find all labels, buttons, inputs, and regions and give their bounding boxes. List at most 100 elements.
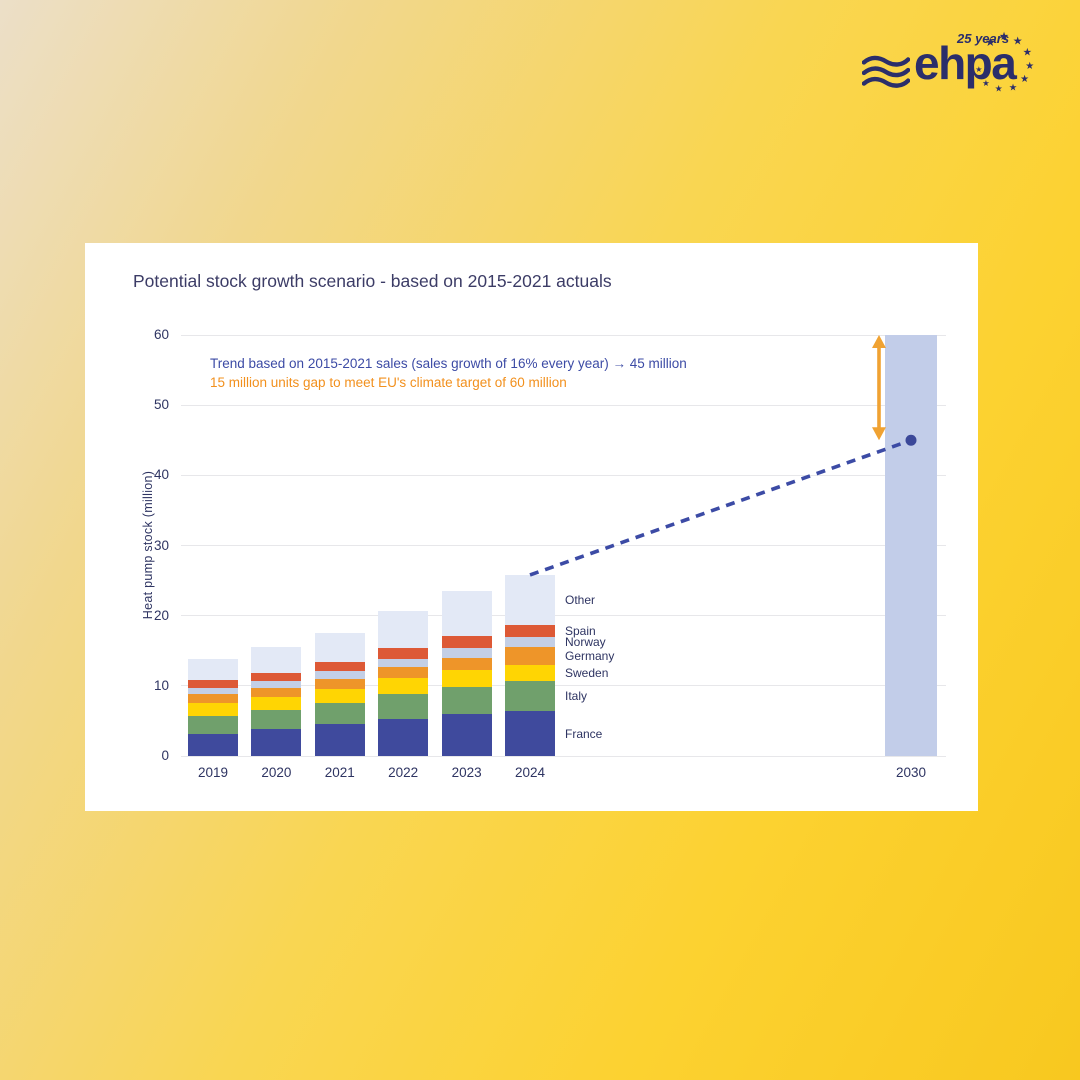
stacked-bar-2023 [441,591,492,756]
segment-other-2024 [505,575,555,625]
segment-france-2020 [251,729,302,756]
segment-germany-2021 [314,678,365,690]
segment-sweden-2021 [314,689,365,704]
segment-italy-2023 [441,686,492,714]
gap-arrow-head-up [872,335,886,348]
logo-brand-text: ehpa [914,37,1017,89]
segment-sweden-2020 [251,697,302,711]
segment-spain-2023 [441,636,492,648]
segment-france-2019 [188,733,238,756]
segment-spain-2021 [314,662,365,672]
y-tick-label-0: 0 [161,748,169,763]
segment-norway-2019 [188,687,238,695]
y-tick-label-30: 30 [153,537,169,553]
series-label-germany: Germany [565,649,615,663]
gridline-0 [181,755,946,757]
waves-icon [862,55,910,88]
trend-endpoint-dot [905,434,917,446]
annotation-block: Trend based on 2015-2021 sales (sales gr… [210,354,687,392]
segment-other-2021 [314,632,365,663]
segment-italy-2022 [378,693,429,719]
segment-france-2021 [314,724,365,756]
segment-italy-2020 [251,710,302,730]
stacked-bar-2024 [505,575,555,756]
logo-star: ★ [1022,46,1033,59]
logo-star: ★ [994,84,1003,94]
logo-stars: ★ ★ ★ ★ ★ ★ ★ ★ ★ ★ [975,32,1035,94]
chart-card: Potential stock growth scenario - based … [85,243,978,811]
x-axis-label-2023: 2023 [451,765,482,780]
segment-norway-2020 [251,680,302,688]
logo-star: ★ [1008,82,1018,93]
segment-norway-2021 [314,671,365,679]
segment-germany-2019 [188,694,238,704]
segment-spain-2019 [188,680,238,688]
segment-norway-2024 [505,637,555,648]
series-label-norway: Norway [565,635,606,650]
segment-other-2019 [188,659,238,681]
segment-sweden-2022 [378,678,429,694]
segment-italy-2024 [505,680,555,712]
trend-annotation-text: Trend based on 2015-2021 sales (sales gr… [210,356,687,371]
logo-star: ★ [982,77,990,88]
x-axis-label-2024: 2024 [514,765,546,780]
logo-anniversary-text: 25 years [957,31,1010,46]
gridline-20 [181,615,946,617]
segment-spain-2020 [251,672,302,681]
x-axis-label-2022: 2022 [388,765,419,780]
segment-other-2022 [378,610,429,648]
stacked-bar-2020 [251,647,302,756]
segment-other-2023 [441,591,492,637]
segment-germany-2022 [378,666,429,679]
segment-france-2022 [378,718,429,756]
segment-germany-2020 [251,687,302,698]
x-axis-label-2019: 2019 [197,765,229,780]
stacked-bar-2021 [314,632,365,756]
x-axis-label-2030: 2030 [895,765,927,780]
segment-other-2020 [251,647,302,673]
logo-star: ★ [1025,60,1035,72]
segment-spain-2022 [378,648,429,659]
series-label-france: France [565,726,603,741]
segment-france-2023 [441,713,492,756]
x-axis-label-2021: 2021 [324,765,355,780]
y-tick-label-60: 60 [153,327,169,342]
segment-sweden-2023 [441,670,492,687]
y-tick-label-50: 50 [153,397,169,413]
chart-title: Potential stock growth scenario - based … [133,271,612,291]
series-label-other: Other [565,592,596,607]
segment-spain-2024 [505,624,555,638]
logo-star: ★ [984,34,996,49]
y-tick-label-40: 40 [153,467,169,483]
gridline-10 [181,685,946,687]
gap-arrow-head-down [872,427,886,441]
x-axis-label-2020: 2020 [261,765,292,780]
target-bar-2030 [885,335,937,756]
segment-italy-2019 [188,716,238,734]
logo-star: ★ [998,31,1010,44]
logo-star: ★ [1020,74,1029,86]
trend-and-arrow-overlay [529,335,917,577]
segment-norway-2022 [378,658,429,667]
series-label-spain: Spain [565,624,596,639]
segment-norway-2023 [441,647,492,658]
gap-annotation-text: 15 million units gap to meet EU's climat… [210,375,567,390]
gridline-50 [181,404,946,406]
series-label-sweden: Sweden [565,665,609,680]
plot-area: 0 10 20 30 40 50 60 2019 2020 2021 2022 2023 2024 203… [154,327,946,780]
gridline-40 [181,474,946,476]
ehpa-logo: ehpa 25 years ★ ★ ★ ★ ★ ★ ★ ★ ★ ★ [862,28,1057,108]
logo-star: ★ [1012,35,1023,48]
gridline-30 [181,545,946,546]
segment-germany-2024 [505,647,555,665]
segment-italy-2021 [314,703,365,725]
y-tick-label-20: 20 [153,607,169,623]
logo-star: ★ [975,65,983,75]
stacked-bar-2019 [188,659,238,756]
stacked-bar-2022 [378,610,429,756]
y-tick-label-10: 10 [153,677,169,693]
segment-sweden-2024 [505,664,555,681]
segment-germany-2023 [441,657,492,671]
segment-sweden-2019 [188,703,238,717]
